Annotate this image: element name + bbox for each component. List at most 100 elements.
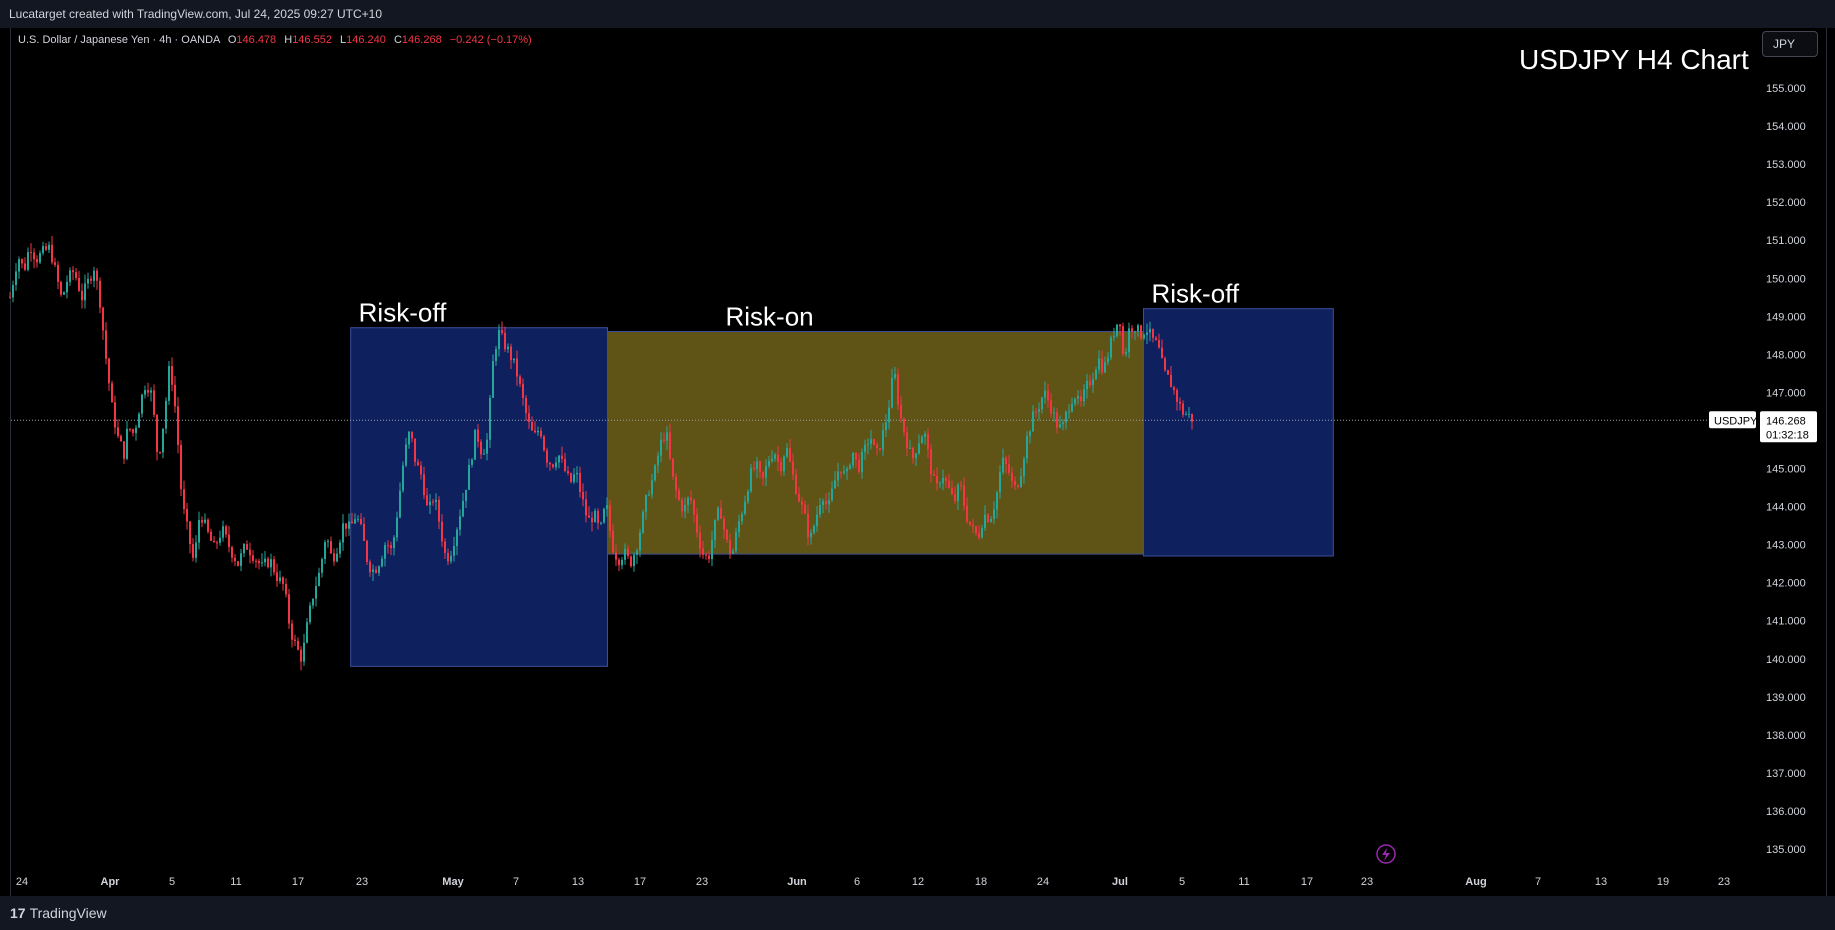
candle-body (51, 244, 53, 263)
candle-body (339, 542, 341, 554)
candle-body (72, 270, 74, 273)
candle-body (696, 514, 698, 533)
zone-label-1: Risk-on (726, 302, 814, 332)
candle-body (501, 329, 503, 333)
candle-body (444, 541, 446, 553)
candle-body (231, 547, 233, 558)
candle-body (762, 471, 764, 478)
candle-body (381, 558, 383, 567)
candle-body (690, 497, 692, 501)
candle-body (843, 471, 845, 473)
candle-body (462, 500, 464, 517)
candle-body (1014, 481, 1016, 486)
candle-body (12, 284, 14, 298)
candle-body (807, 513, 809, 538)
candle-body (105, 330, 107, 359)
zone-label-0: Risk-off (359, 298, 447, 328)
candle-body (513, 358, 515, 361)
candle-body (939, 483, 941, 485)
candle-body (669, 432, 671, 459)
x-tick-label: 23 (696, 876, 708, 888)
candle-body (300, 649, 302, 662)
candle-body (537, 430, 539, 433)
candle-body (336, 553, 338, 562)
candle-body (168, 366, 170, 401)
candle-body (408, 431, 410, 445)
candle-body (879, 448, 881, 450)
candle-body (345, 523, 347, 529)
candle-body (885, 422, 887, 431)
candle-body (888, 407, 890, 423)
candle-body (492, 361, 494, 398)
candle-body (1131, 328, 1133, 332)
candle-body (294, 639, 296, 641)
candle-body (771, 458, 773, 461)
candle-body (1161, 347, 1163, 359)
y-tick-label: 139.000 (1766, 692, 1806, 704)
candle-body (1116, 324, 1118, 337)
candle-body (318, 572, 320, 586)
candle-body (861, 451, 863, 472)
y-tick-label: 136.000 (1766, 806, 1806, 818)
candle-body (867, 443, 869, 445)
candle-body (828, 500, 830, 505)
chart-title: USDJPY H4 Chart (1519, 44, 1749, 75)
candle-body (528, 413, 530, 423)
candle-body (441, 521, 443, 542)
high-label: H (284, 34, 293, 46)
candle-body (141, 394, 143, 414)
candle-body (108, 358, 110, 384)
candle-body (1185, 414, 1187, 416)
candle-body (1077, 396, 1079, 399)
x-tick-label: 6 (854, 876, 860, 888)
candle-body (1089, 380, 1091, 386)
candle-body (378, 566, 380, 573)
candle-body (1128, 328, 1130, 353)
candle-body (999, 472, 1001, 493)
candle-body (291, 623, 293, 640)
candle-body (933, 474, 935, 477)
y-tick-label: 138.000 (1766, 730, 1806, 742)
candle-body (618, 559, 620, 566)
candle-body (177, 406, 179, 445)
candle-body (1017, 485, 1019, 487)
candle-body (264, 558, 266, 563)
x-tick-label: Apr (101, 876, 121, 888)
candle-body (81, 290, 83, 301)
candle-body (990, 518, 992, 522)
tradingview-logo-text: TradingView (29, 905, 107, 921)
candle-body (309, 605, 311, 623)
candle-body (297, 640, 299, 650)
candle-body (747, 491, 749, 502)
candle-body (240, 553, 242, 566)
currency-button[interactable]: JPY (1762, 31, 1818, 57)
candle-body (144, 389, 146, 395)
candle-body (543, 436, 545, 451)
candle-body (1035, 411, 1037, 413)
candle-body (465, 489, 467, 501)
close-value: 146.268 (401, 34, 442, 46)
candle-body (630, 556, 632, 567)
lightning-icon (1376, 844, 1396, 864)
candle-body (1173, 387, 1175, 391)
candle-body (399, 490, 401, 518)
candle-body (363, 524, 365, 541)
candle-body (693, 500, 695, 515)
candle-body (15, 271, 17, 285)
tradingview-logo[interactable]: 17 TradingView (10, 905, 107, 921)
candle-body (75, 272, 77, 278)
candle-body (735, 532, 737, 552)
candle-body (57, 264, 59, 282)
candle-body (813, 526, 815, 533)
candle-body (411, 431, 413, 439)
candle-body (1104, 362, 1106, 373)
candle-body (819, 505, 821, 515)
x-tick-label: May (442, 876, 464, 888)
candle-body (171, 366, 173, 385)
candle-body (729, 539, 731, 554)
candle-body (1062, 422, 1064, 425)
x-tick-label: 18 (975, 876, 987, 888)
candle-body (27, 252, 29, 270)
candle-body (606, 505, 608, 509)
